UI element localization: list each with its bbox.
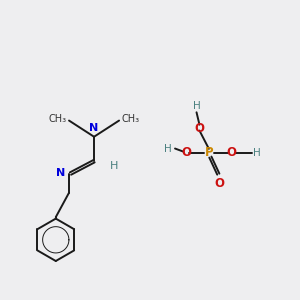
Text: N: N <box>56 168 65 178</box>
Text: O: O <box>227 146 237 159</box>
Text: CH₃: CH₃ <box>122 114 140 124</box>
Text: O: O <box>214 177 224 190</box>
Text: O: O <box>181 146 191 159</box>
Text: H: H <box>193 101 200 111</box>
Text: H: H <box>110 161 118 171</box>
Text: N: N <box>89 123 99 133</box>
Text: P: P <box>205 146 213 159</box>
Text: O: O <box>194 122 205 135</box>
Text: H: H <box>253 148 261 158</box>
Text: H: H <box>164 143 172 154</box>
Text: CH₃: CH₃ <box>49 114 67 124</box>
